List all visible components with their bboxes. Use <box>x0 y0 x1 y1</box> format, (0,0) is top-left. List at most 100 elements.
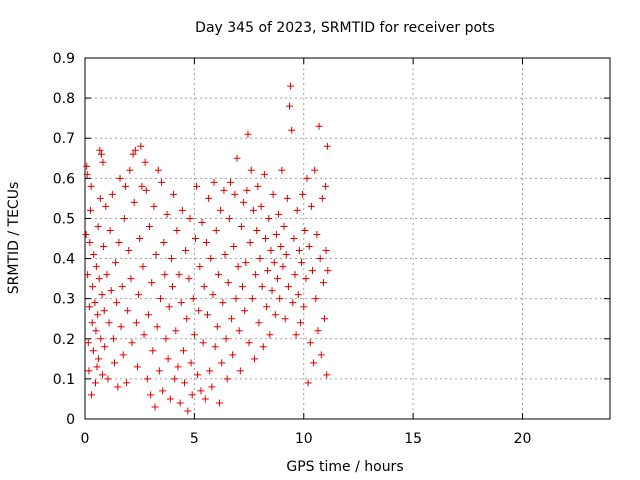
data-point <box>201 395 209 403</box>
data-point <box>162 335 170 343</box>
data-point <box>317 351 325 359</box>
data-point <box>314 327 322 335</box>
data-point <box>139 263 147 271</box>
data-point <box>303 174 311 182</box>
y-tick-label: 0.3 <box>53 292 75 308</box>
data-point <box>287 82 295 90</box>
data-point <box>154 166 162 174</box>
data-point <box>218 359 226 367</box>
data-point <box>194 371 202 379</box>
data-point <box>173 226 181 234</box>
data-point <box>152 251 160 259</box>
data-point <box>260 170 268 178</box>
data-point <box>307 202 315 210</box>
data-point <box>236 367 244 375</box>
data-point <box>105 319 113 327</box>
data-point <box>88 319 96 327</box>
data-point <box>252 271 260 279</box>
data-point <box>310 359 318 367</box>
data-point <box>244 130 252 138</box>
data-point <box>196 263 204 271</box>
data-point <box>291 271 299 279</box>
data-point <box>109 335 117 343</box>
data-point <box>97 335 105 343</box>
data-point <box>129 150 137 158</box>
data-point <box>118 283 126 291</box>
data-point <box>322 247 330 255</box>
data-point <box>86 206 94 214</box>
data-point <box>200 283 208 291</box>
data-point <box>92 263 100 271</box>
data-point <box>275 210 283 218</box>
data-point <box>321 315 329 323</box>
y-tick-label: 0.6 <box>53 171 75 187</box>
data-point <box>280 222 288 230</box>
data-point <box>311 166 319 174</box>
data-point <box>99 158 107 166</box>
data-point <box>264 267 272 275</box>
data-point <box>267 247 275 255</box>
data-point <box>225 214 233 222</box>
data-point <box>253 226 261 234</box>
y-tick-label: 0.2 <box>53 332 75 348</box>
data-point <box>183 315 191 323</box>
data-point <box>296 319 304 327</box>
data-point <box>178 206 186 214</box>
data-point <box>210 178 218 186</box>
data-point <box>161 271 169 279</box>
data-point <box>94 222 102 230</box>
data-point <box>124 307 132 315</box>
data-point <box>208 383 216 391</box>
data-point <box>171 375 179 383</box>
data-point <box>174 363 182 371</box>
data-point <box>226 178 234 186</box>
data-point <box>149 347 157 355</box>
data-point <box>249 206 257 214</box>
data-point <box>293 206 301 214</box>
data-point <box>131 146 139 154</box>
data-point <box>137 142 145 150</box>
data-point <box>258 283 266 291</box>
data-point <box>292 331 300 339</box>
data-point <box>295 247 303 255</box>
data-point <box>272 230 280 238</box>
data-point <box>207 255 215 263</box>
data-point <box>186 214 194 222</box>
data-point <box>242 259 250 267</box>
data-point <box>213 323 221 331</box>
y-tick-label: 0.9 <box>53 51 75 67</box>
data-point <box>190 331 198 339</box>
data-point <box>305 243 313 251</box>
data-point <box>318 194 326 202</box>
data-point <box>104 375 112 383</box>
data-point <box>195 307 203 315</box>
data-point <box>96 146 104 154</box>
data-points <box>82 82 332 415</box>
data-point <box>148 279 156 287</box>
data-point <box>188 391 196 399</box>
data-point <box>263 303 271 311</box>
data-point <box>93 363 101 371</box>
grid <box>85 58 610 419</box>
x-axis-label: GPS time / hours <box>286 459 403 475</box>
data-point <box>299 190 307 198</box>
data-point <box>147 391 155 399</box>
plot-frame <box>84 57 611 420</box>
data-point <box>182 247 190 255</box>
data-point <box>256 255 264 263</box>
data-point <box>130 198 138 206</box>
x-axis: 0 5 10 15 20 <box>81 58 531 447</box>
data-point <box>322 182 330 190</box>
y-tick-label: 0.7 <box>53 131 75 147</box>
data-point <box>241 307 249 315</box>
data-point <box>217 206 225 214</box>
data-point <box>243 186 251 194</box>
data-point <box>300 303 308 311</box>
data-point <box>140 331 148 339</box>
data-point <box>106 226 114 234</box>
x-tick-label: 5 <box>190 431 199 447</box>
x-tick-label: 10 <box>295 431 313 447</box>
data-point <box>312 295 320 303</box>
data-point <box>123 379 131 387</box>
data-point <box>279 263 287 271</box>
